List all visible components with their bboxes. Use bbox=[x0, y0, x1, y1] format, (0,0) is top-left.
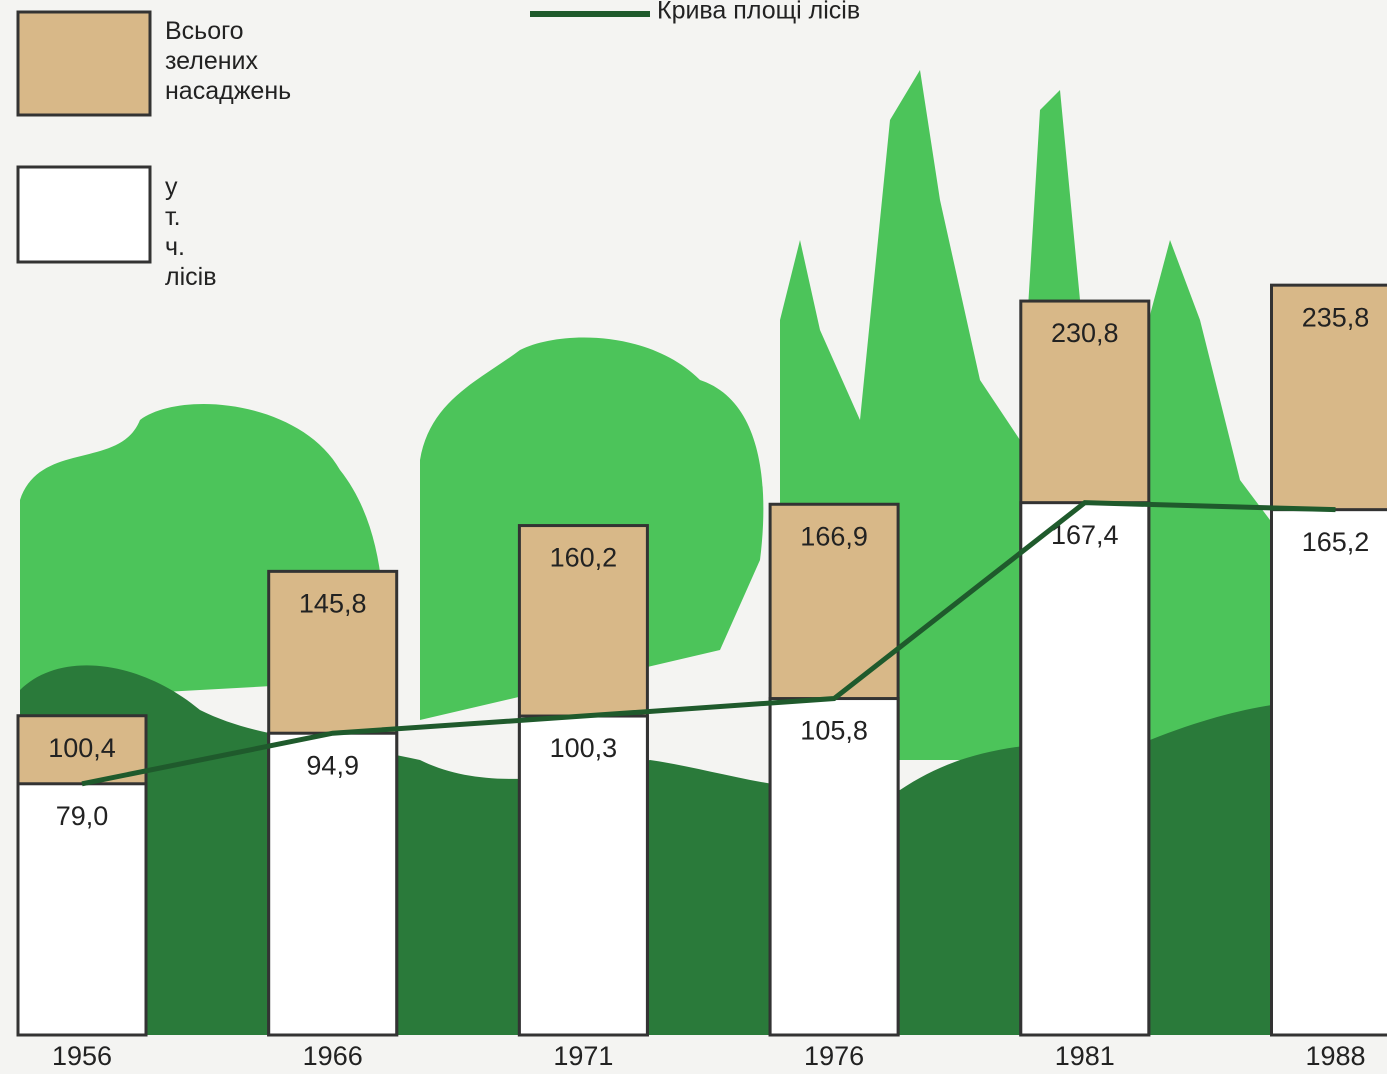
x-tick-label: 1956 bbox=[52, 1041, 112, 1071]
data-label: 160,2 bbox=[550, 543, 618, 573]
data-label: 100,3 bbox=[550, 733, 618, 763]
forest-bar bbox=[267, 731, 399, 1037]
forest-bar bbox=[768, 697, 900, 1037]
legend-label-line: Крива площі лісів bbox=[657, 0, 860, 25]
data-label: 230,8 bbox=[1051, 318, 1119, 348]
legend-label-total: Всього зелених насаджень bbox=[165, 17, 291, 105]
data-label: 79,0 bbox=[56, 801, 109, 831]
data-label: 235,8 bbox=[1302, 302, 1370, 332]
forest-bar bbox=[1270, 508, 1387, 1037]
legend-swatch-forest bbox=[16, 165, 152, 264]
x-tick-label: 1981 bbox=[1055, 1041, 1115, 1071]
x-tick-label: 1976 bbox=[804, 1041, 864, 1071]
x-tick-label: 1988 bbox=[1305, 1041, 1365, 1071]
data-label: 145,8 bbox=[299, 588, 367, 618]
legend-label-forest: у т. ч. лісів bbox=[165, 173, 216, 291]
legend-swatch-total bbox=[16, 10, 152, 117]
forest-area-line bbox=[81, 500, 1336, 787]
data-label: 165,2 bbox=[1302, 527, 1370, 557]
forest-bar bbox=[517, 714, 649, 1037]
data-label: 167,4 bbox=[1051, 520, 1119, 550]
data-label: 100,4 bbox=[48, 733, 116, 763]
data-label: 166,9 bbox=[800, 521, 868, 551]
forest-bar bbox=[16, 782, 148, 1037]
x-tick-label: 1966 bbox=[303, 1041, 363, 1071]
x-tick-label: 1971 bbox=[553, 1041, 613, 1071]
data-label: 105,8 bbox=[800, 716, 868, 746]
forest-bar bbox=[1019, 501, 1151, 1037]
data-label: 94,9 bbox=[306, 750, 359, 780]
